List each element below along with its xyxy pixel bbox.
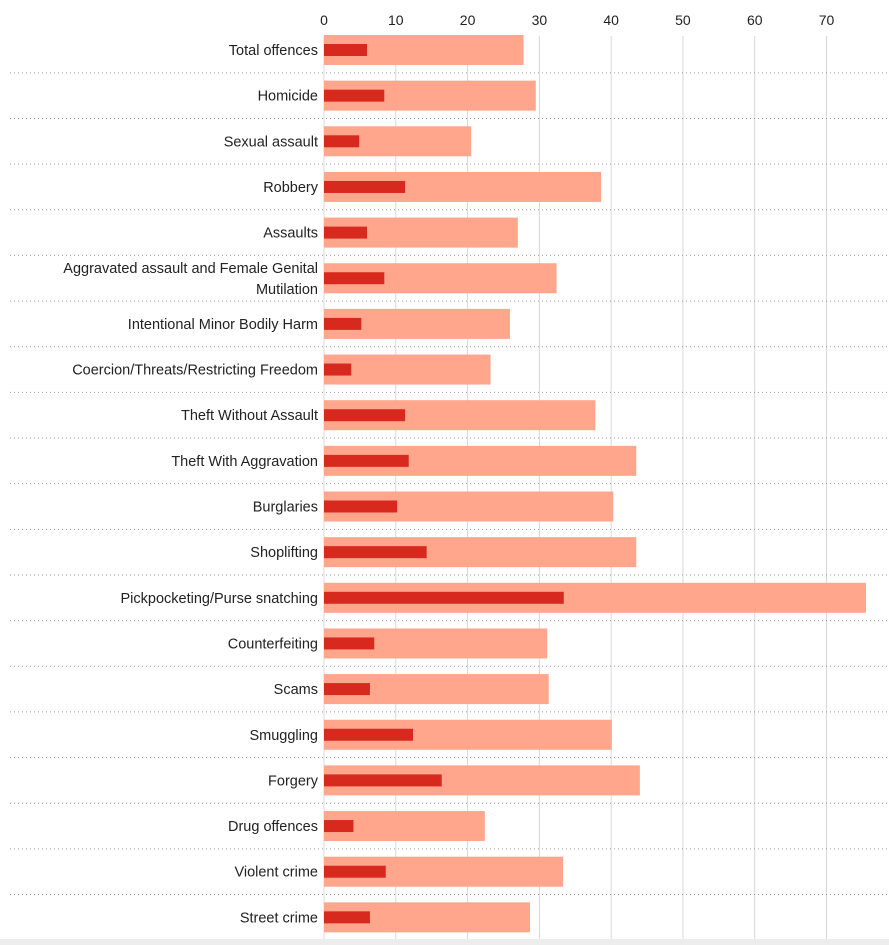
category-label: Intentional Minor Bodily Harm [128,317,318,333]
bar-narrow [324,637,375,650]
category-label: Assaults [263,226,318,242]
bar-narrow [324,226,368,239]
bar-narrow [324,591,564,604]
x-tick-label: 70 [819,12,835,28]
category-label: Counterfeiting [228,636,318,652]
category-label: Burglaries [253,500,318,516]
bar-narrow [324,454,409,467]
x-tick-label: 60 [747,12,763,28]
bar-narrow [324,317,362,330]
category-label: Pickpocketing/Purse snatching [121,591,318,607]
bar-narrow [324,546,427,559]
row-separator-layer [10,72,889,896]
category-label: Smuggling [249,728,318,744]
category-label: Forgery [268,773,319,789]
category-label: Theft With Aggravation [171,454,318,470]
x-tick-label: 30 [532,12,548,28]
bar-narrow [324,728,414,741]
bar-narrow [324,272,385,285]
x-tick-label: 0 [320,12,328,28]
bar-narrow [324,409,406,422]
category-label: Total offences [229,43,318,59]
bar-narrow [324,44,368,56]
bar-narrow [324,500,398,513]
bar-narrow [324,180,406,193]
category-label: Shoplifting [250,545,318,561]
bar-narrow [324,89,385,102]
bar-wide [324,354,491,385]
category-label: Street crime [240,910,318,926]
bar-narrow [324,135,360,148]
category-label: Sexual assault [224,134,318,150]
bar-narrow [324,683,370,696]
x-tick-layer: 0 10 20 30 40 50 60 70 [320,12,834,28]
category-label: Theft Without Assault [181,408,318,424]
bar-narrow [324,820,354,833]
category-label: Violent crime [234,865,318,881]
bar-narrow [324,911,370,924]
bar-layer [324,35,866,933]
category-label: Robbery [263,180,319,196]
category-label: Drug offences [228,819,318,835]
category-label: Aggravated assault and Female Genital Mut… [63,261,318,298]
bar-narrow [324,363,352,376]
category-label: Coercion/Threats/Restricting Freedom [72,363,318,379]
category-label: Homicide [258,89,318,105]
x-tick-label: 20 [460,12,476,28]
bar-narrow [324,774,442,787]
bottom-strip [0,939,889,945]
category-label: Scams [274,682,318,698]
x-tick-label: 10 [388,12,404,28]
bar-narrow [324,865,386,878]
category-label-layer: Total offences Homicide Sexual assault Robb… [63,43,318,926]
x-tick-label: 50 [675,12,691,28]
x-tick-label: 40 [603,12,619,28]
